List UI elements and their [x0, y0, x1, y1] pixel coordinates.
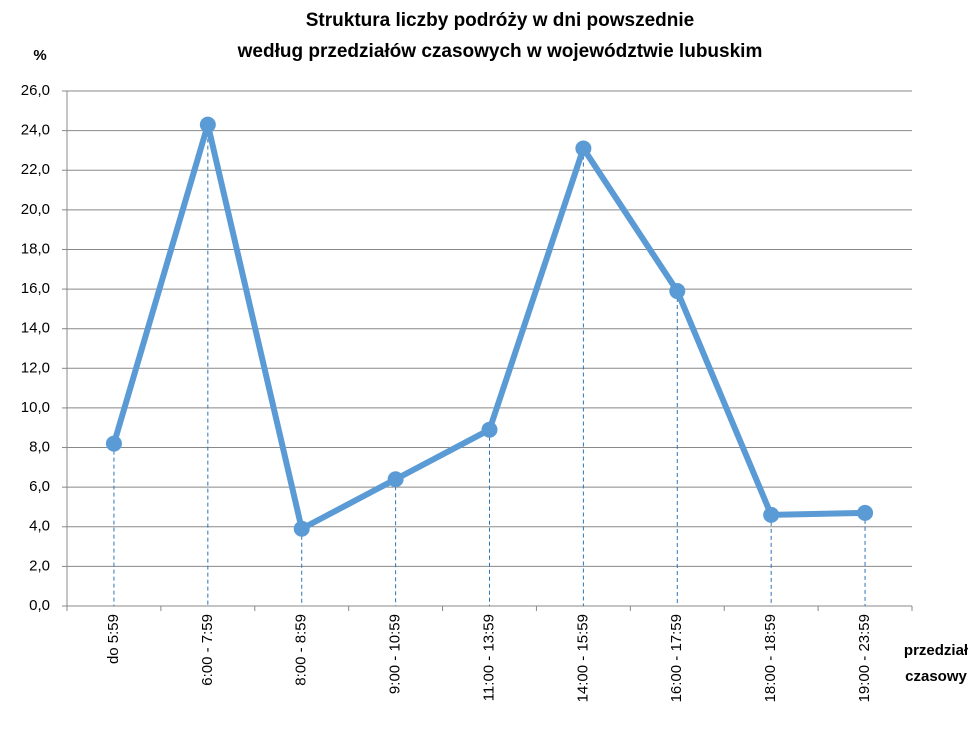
x-axis-label: czasowy: [905, 668, 967, 685]
chart-title: według przedziałów czasowych w województ…: [237, 41, 763, 62]
chart-title: Struktura liczby podróży w dni powszedni…: [306, 10, 695, 31]
data-point: [105, 435, 122, 452]
x-tick-label: 11:00 - 13:59: [480, 614, 497, 701]
y-tick-label: 26,0: [21, 82, 50, 99]
y-tick-label: 2,0: [29, 557, 50, 574]
y-tick-label: 0,0: [29, 597, 50, 614]
x-tick-label: 9:00 - 10:59: [387, 614, 404, 694]
y-tick-label: 16,0: [21, 280, 50, 297]
x-tick-label: 16:00 - 17:59: [668, 614, 685, 702]
x-tick-label: 19:00 - 23:59: [856, 614, 873, 702]
y-tick-label: 10,0: [21, 399, 50, 416]
x-tick-label: do 5:59: [105, 614, 122, 664]
x-tick-label: 6:00 - 7:59: [199, 614, 216, 686]
y-tick-label: 12,0: [21, 359, 50, 376]
data-point: [199, 116, 216, 133]
y-tick-label: 4,0: [29, 518, 50, 535]
x-tick-label: 18:00 - 18:59: [762, 614, 779, 702]
data-point: [763, 506, 780, 523]
x-tick-label: 14:00 - 15:59: [574, 614, 591, 702]
y-tick-label: 24,0: [21, 122, 50, 139]
data-point: [669, 283, 686, 300]
y-tick-label: 22,0: [21, 161, 50, 178]
x-axis-label: przedział: [904, 642, 969, 659]
data-point: [387, 471, 404, 488]
y-tick-label: 14,0: [21, 320, 50, 337]
y-tick-label: 20,0: [21, 201, 50, 218]
data-point: [857, 504, 874, 521]
y-tick-label: 8,0: [29, 439, 50, 456]
data-point: [481, 421, 498, 438]
y-tick-label: 6,0: [29, 478, 50, 495]
x-tick-label: 8:00 - 8:59: [293, 614, 310, 686]
y-axis-label: %: [33, 47, 46, 64]
data-point: [575, 140, 592, 157]
data-point: [293, 520, 310, 537]
y-tick-label: 18,0: [21, 240, 50, 257]
